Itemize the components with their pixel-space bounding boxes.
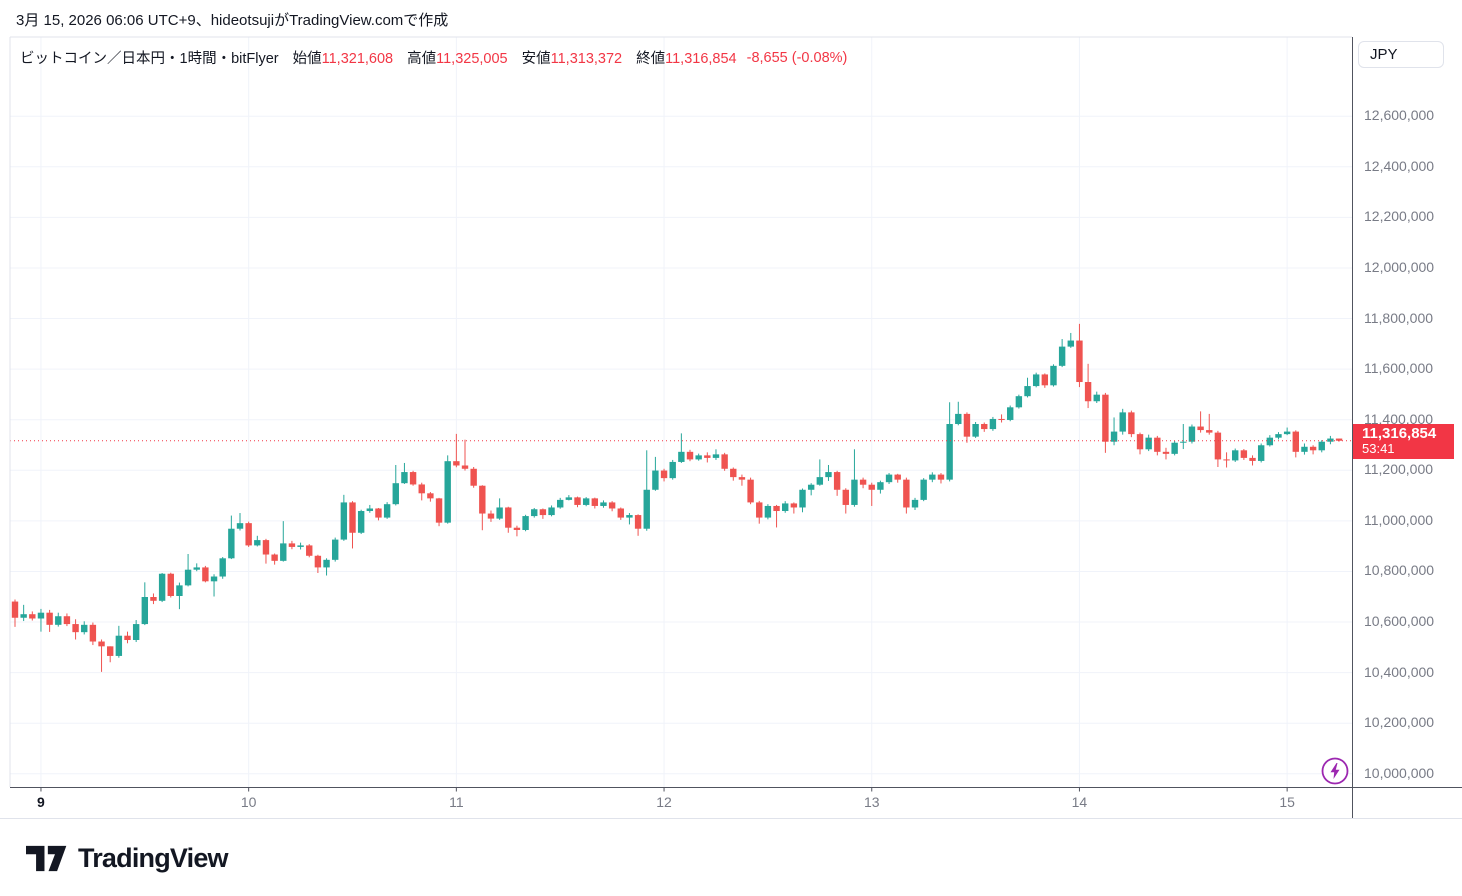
time-tick-label: 14 (1071, 794, 1088, 810)
bar-close-countdown: 53:41 (1362, 440, 1395, 456)
time-tick-label: 9 (37, 794, 45, 810)
high-value: 11,325,005 (436, 51, 508, 67)
chart-legend: ビットコイン／日本円・1時間・bitFlyer 始値11,321,608 高値1… (20, 47, 847, 68)
tradingview-logo-text: TradingView (78, 843, 229, 873)
time-tick-label: 11 (449, 794, 464, 810)
low-label: 安値 (521, 51, 551, 67)
price-tick-label: 11,600,000 (1364, 360, 1434, 377)
candlestick-chart-canvas[interactable] (0, 0, 1462, 830)
ohlc-low: 安値11,313,372 (522, 47, 623, 68)
price-tick-label: 11,200,000 (1364, 461, 1434, 478)
low-value: 11,313,372 (550, 51, 623, 67)
ohlc-close: 終値11,316,854 (636, 47, 737, 68)
high-label: 高値 (407, 51, 437, 67)
price-tick-label: 12,400,000 (1364, 157, 1435, 174)
time-tick-label: 13 (863, 794, 880, 810)
last-price-badge: 11,316,854 53:41 (1353, 423, 1454, 459)
price-tick-label: 10,800,000 (1364, 562, 1435, 579)
price-tick-label: 12,600,000 (1364, 107, 1435, 124)
price-tick-label: 11,800,000 (1364, 309, 1434, 326)
ohlc-high: 高値11,325,005 (407, 47, 508, 68)
ohlc-open: 始値11,321,608 (293, 47, 394, 68)
price-tick-label: 10,200,000 (1364, 714, 1435, 731)
change-value: -8,655 (-0.08%) (746, 49, 848, 66)
price-tick-label: 10,400,000 (1364, 663, 1435, 680)
open-value: 11,321,608 (321, 51, 394, 67)
close-value: 11,316,854 (665, 51, 737, 67)
snapshot-attribution: 3月 15, 2026 06:06 UTC+9、hideotsujiがTradi… (16, 12, 449, 29)
time-tick-label: 10 (240, 794, 257, 810)
close-label: 終値 (636, 51, 666, 67)
last-price-value: 11,316,854 (1362, 424, 1437, 442)
price-tick-label: 10,000,000 (1364, 764, 1435, 781)
open-label: 始値 (292, 51, 322, 67)
tradingview-logo[interactable]: TradingView (26, 843, 229, 874)
time-tick-label: 12 (656, 794, 672, 810)
price-tick-label: 11,000,000 (1364, 511, 1434, 528)
price-tick-label: 12,200,000 (1364, 208, 1435, 225)
currency-button[interactable]: JPY (1358, 41, 1444, 68)
lightning-trade-icon[interactable] (1321, 757, 1349, 785)
symbol-title[interactable]: ビットコイン／日本円・1時間・bitFlyer (20, 51, 279, 67)
time-tick-label: 15 (1279, 794, 1295, 810)
price-tick-label: 11,400,000 (1364, 410, 1434, 427)
lightning-bolt-glyph (1330, 763, 1340, 779)
price-tick-label: 10,600,000 (1364, 613, 1435, 630)
price-tick-label: 12,000,000 (1364, 258, 1435, 275)
tradingview-logo-mark (26, 845, 67, 872)
